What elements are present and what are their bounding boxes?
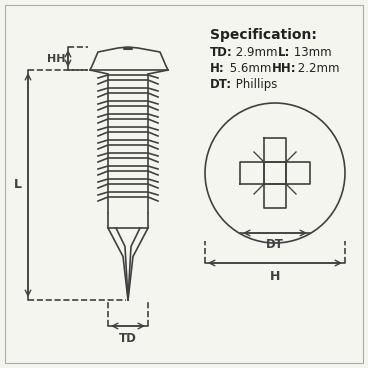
- Text: Phillips: Phillips: [232, 78, 277, 91]
- Text: L:: L:: [278, 46, 290, 59]
- Text: TD:: TD:: [210, 46, 233, 59]
- Text: H: H: [270, 269, 280, 283]
- Text: 2.2mm: 2.2mm: [294, 62, 340, 75]
- Text: H:: H:: [210, 62, 225, 75]
- Text: L: L: [14, 178, 22, 191]
- Text: Specification:: Specification:: [210, 28, 317, 42]
- Text: TD: TD: [119, 333, 137, 346]
- Text: DT:: DT:: [210, 78, 232, 91]
- Text: HH:: HH:: [272, 62, 297, 75]
- Text: 5.6mm: 5.6mm: [226, 62, 275, 75]
- Text: HH: HH: [47, 53, 65, 64]
- Text: 2.9mm: 2.9mm: [232, 46, 281, 59]
- Text: 13mm: 13mm: [290, 46, 332, 59]
- Text: DT: DT: [266, 238, 284, 251]
